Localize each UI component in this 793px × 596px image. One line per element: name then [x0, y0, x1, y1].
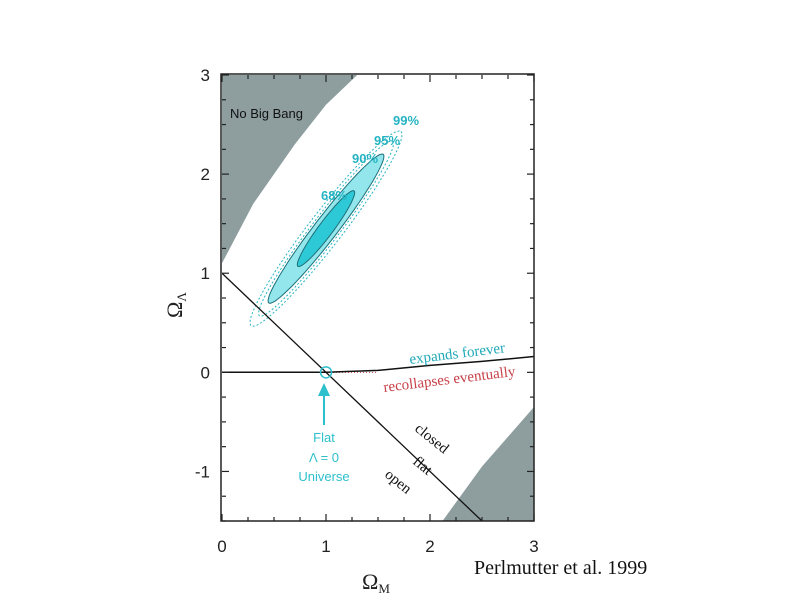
no-big-bang-region [222, 75, 358, 264]
x-axis-label: ΩM [362, 569, 390, 596]
x-axis-label-symbol: Ω [362, 569, 378, 594]
flat-universe-line [222, 272, 483, 521]
contour-label-68: 68% [321, 188, 347, 203]
flat-universe-arrow [318, 383, 330, 425]
closed-label: closed [411, 421, 451, 458]
flat-universe-label-line2: Λ = 0 [309, 450, 339, 465]
expands-recollapses-boundary-line [222, 355, 534, 374]
y-axis-label-subscript: Λ [174, 292, 189, 302]
x-tick-label: 1 [321, 537, 330, 556]
x-axis-label-subscript: M [378, 581, 390, 596]
x-tick-label: 0 [217, 537, 226, 556]
flat-label: flat [409, 454, 435, 480]
y-tick-label: -1 [195, 462, 210, 481]
flat-universe-label-line3: Universe [298, 469, 349, 484]
y-axis-label: ΩΛ [162, 292, 189, 318]
y-tick-label: 2 [201, 165, 210, 184]
flat-lambda-zero-marker [319, 366, 333, 379]
contour-label-95: 95% [374, 133, 400, 148]
citation-credit: Perlmutter et al. 1999 [474, 557, 647, 579]
axis-ticks [221, 74, 535, 522]
y-tick-label: 3 [201, 66, 210, 85]
x-tick-label: 2 [425, 537, 434, 556]
contour-68-percent [296, 190, 356, 267]
contour-99-percent [249, 130, 403, 327]
confidence-contours [249, 130, 403, 327]
no-big-bang-label: No Big Bang [230, 106, 303, 121]
contour-95-percent [258, 140, 394, 317]
contour-label-99: 99% [393, 113, 419, 128]
x-tick-label: 3 [529, 537, 538, 556]
y-axis-label-symbol: Ω [162, 302, 187, 318]
open-label: open [381, 467, 414, 498]
y-tick-label: 0 [201, 363, 210, 382]
lower-right-excluded-region [442, 407, 534, 521]
flat-universe-label-line1: Flat [313, 430, 335, 445]
contour-label-90: 90% [352, 151, 378, 166]
y-tick-label: 1 [201, 264, 210, 283]
